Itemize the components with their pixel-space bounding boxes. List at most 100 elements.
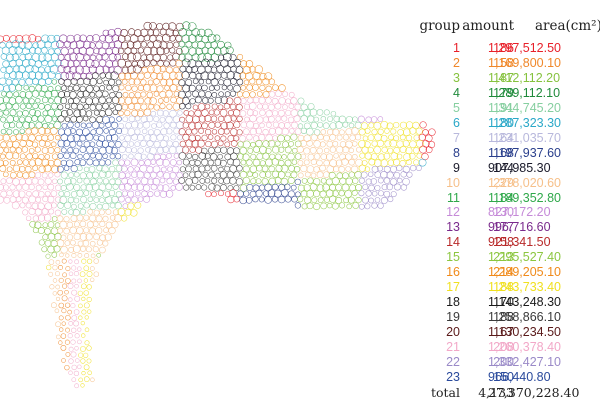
table-row: 8 168 1,197,937.60	[0, 146, 600, 161]
cell-area: 1,231,035.70	[488, 130, 561, 145]
table-row: 9 144 907,985.30	[0, 161, 600, 176]
cell-group: 23	[446, 369, 460, 384]
cell-area: 1,143,248.30	[488, 295, 561, 310]
cell-amount: 177	[493, 220, 514, 235]
cell-amount: 158	[493, 235, 514, 250]
surface-cells	[0, 21, 436, 389]
cell-group: 18	[446, 295, 460, 310]
total-row: total 4,133 27,370,228.40	[0, 385, 600, 401]
cell-group: 22	[446, 354, 460, 369]
table-row: 17 188 1,243,733.40	[0, 280, 600, 295]
table-row: 4 179 1,289,112.10	[0, 86, 600, 101]
cell-area: 1,297,512.50	[488, 41, 561, 55]
table-row: 6 180 1,287,323.30	[0, 116, 600, 131]
cell-group: 20	[446, 325, 460, 340]
cell-amount: 150	[493, 369, 514, 384]
table-row: 3 187 1,412,112.20	[0, 71, 600, 86]
cell-area: 1,332,427.10	[488, 354, 561, 369]
header-amount: amount	[462, 18, 514, 34]
cell-amount: 186	[493, 41, 514, 55]
cell-amount: 168	[493, 145, 514, 160]
cell-area: 996,716.60	[488, 220, 551, 235]
cell-group: 17	[446, 280, 460, 295]
table-row: 18 170 1,143,248.30	[0, 295, 600, 310]
cell-area: 1,169,800.10	[488, 55, 561, 70]
cell-area: 1,197,937.60	[488, 145, 561, 160]
table-row: 2 158 1,169,800.10	[0, 56, 600, 71]
cell-amount: 188	[493, 280, 514, 295]
cell-group: 13	[446, 220, 460, 235]
cell-amount: 188	[493, 310, 514, 325]
cell-amount: 191	[493, 100, 514, 115]
cell-amount: 208	[493, 340, 514, 354]
cell-group: 1	[453, 41, 460, 55]
cell-area: 1,260,378.40	[488, 340, 561, 354]
cell-group: 7	[453, 130, 460, 145]
cell-amount: 167	[493, 325, 514, 340]
cell-group: 4	[453, 85, 460, 100]
cell-amount: 213	[493, 250, 514, 265]
cell-area: 1,412,112.20	[488, 70, 561, 85]
cell-area: 827,172.20	[488, 205, 551, 220]
cell-amount: 158	[493, 55, 514, 70]
cell-group: 6	[453, 115, 460, 130]
table-row: 19 188 1,258,866.10	[0, 310, 600, 325]
cell-area: 921,341.50	[488, 235, 551, 250]
table-row: 14 158 921,341.50	[0, 235, 600, 250]
cell-amount: 164	[493, 130, 514, 145]
cell-amount: 130	[493, 205, 514, 220]
cell-group: 19	[446, 310, 460, 325]
cell-group: 10	[446, 175, 460, 190]
header-area: area(cm²)	[535, 18, 600, 34]
total-label: total	[430, 385, 460, 400]
table-row: 13 177 996,716.60	[0, 220, 600, 235]
cell-group: 11	[447, 190, 460, 205]
cell-group: 15	[446, 250, 460, 265]
table-row: 1 186 1,297,512.50	[0, 41, 600, 56]
cell-amount: 187	[493, 70, 514, 85]
total-area: 27,370,228.40	[488, 385, 580, 400]
cell-area: 1,287,323.30	[488, 115, 561, 130]
cell-area: 1,378,020.60	[488, 175, 561, 190]
table-row: 21 208 1,260,378.40	[0, 340, 600, 355]
table-row: 23 150 966,440.80	[0, 370, 600, 385]
cell-area: 1,189,352.80	[488, 190, 561, 205]
cell-amount: 214	[493, 265, 514, 280]
cell-group: 14	[446, 235, 460, 250]
cell-amount: 184	[493, 190, 514, 205]
cell-amount: 229	[493, 175, 514, 190]
cell-area: 1,289,112.10	[488, 85, 561, 100]
cell-area: 966,440.80	[488, 369, 551, 384]
cell-area: 1,344,745.20	[488, 100, 561, 115]
table-row: 20 167 1,130,234.50	[0, 325, 600, 340]
table-row: 16 214 1,289,205.10	[0, 265, 600, 280]
header-group: group	[419, 18, 460, 34]
cell-area: 1,258,866.10	[488, 310, 561, 325]
cell-group: 9	[453, 160, 460, 175]
cell-amount: 179	[493, 85, 514, 100]
cell-group: 5	[453, 100, 460, 115]
cell-group: 12	[446, 205, 460, 220]
cell-area: 1,295,527.40	[488, 250, 561, 265]
table-row: 12 130 827,172.20	[0, 205, 600, 220]
table-row: 10 229 1,378,020.60	[0, 176, 600, 191]
cell-amount: 144	[493, 160, 514, 175]
cell-area: 1,243,733.40	[488, 280, 561, 295]
cell-amount: 180	[493, 115, 514, 130]
cell-area: 1,289,205.10	[488, 265, 561, 280]
table-row: 7 164 1,231,035.70	[0, 131, 600, 146]
table-row: 15 213 1,295,527.40	[0, 250, 600, 265]
table-row: 22 200 1,332,427.10	[0, 355, 600, 370]
cell-group: 16	[446, 265, 460, 280]
table-row: 11 184 1,189,352.80	[0, 191, 600, 206]
cell-amount: 200	[493, 354, 514, 369]
cell-group: 3	[453, 70, 460, 85]
cell-amount: 170	[493, 295, 514, 310]
cell-area: 1,130,234.50	[488, 325, 561, 340]
cell-area: 907,985.30	[488, 160, 551, 175]
cell-group: 2	[453, 55, 460, 70]
table-row: 5 191 1,344,745.20	[0, 101, 600, 116]
total-amount: 4,133	[478, 385, 514, 400]
